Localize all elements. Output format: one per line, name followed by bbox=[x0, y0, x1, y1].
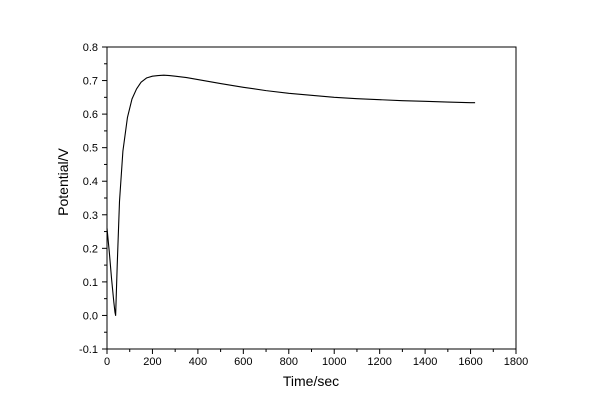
x-tick-label: 400 bbox=[189, 356, 207, 368]
x-axis-ticks bbox=[106, 349, 517, 354]
y-tick-label: 0.5 bbox=[83, 143, 98, 155]
y-tick-label: 0.1 bbox=[83, 277, 98, 289]
x-axis-title: Time/sec bbox=[283, 373, 339, 389]
x-tick-label: 200 bbox=[143, 356, 161, 368]
x-tick-label: 1600 bbox=[458, 356, 482, 368]
y-tick-label: 0.4 bbox=[83, 176, 98, 188]
y-axis-title: Potential/V bbox=[55, 147, 71, 215]
y-tick-label: 0.7 bbox=[83, 76, 98, 88]
y-tick-label: 0.2 bbox=[83, 243, 98, 255]
y-axis-tick-labels: -0.1 0.0 0.1 0.2 0.3 0.4 0.5 0.6 0.7 0.8 bbox=[79, 42, 98, 356]
y-tick-label: 0.0 bbox=[83, 310, 98, 322]
x-axis-tick-labels: 0 200 400 600 800 1000 1200 1400 1600 1800 bbox=[104, 356, 528, 368]
x-tick-label: 1000 bbox=[322, 356, 346, 368]
plot-frame bbox=[106, 46, 517, 350]
y-axis-ticks bbox=[102, 46, 107, 350]
series-layer bbox=[106, 74, 476, 316]
series-line-0 bbox=[106, 74, 476, 316]
y-tick-label: 0.3 bbox=[83, 210, 98, 222]
x-tick-label: 600 bbox=[234, 356, 252, 368]
x-tick-label: 1400 bbox=[413, 356, 437, 368]
x-tick-label: 1800 bbox=[504, 356, 528, 368]
x-tick-label: 1200 bbox=[367, 356, 391, 368]
y-tick-label: 0.8 bbox=[83, 42, 98, 54]
x-tick-label: 800 bbox=[280, 356, 298, 368]
y-tick-label: -0.1 bbox=[79, 344, 98, 356]
y-tick-label: 0.6 bbox=[83, 109, 98, 121]
x-tick-label: 0 bbox=[104, 356, 110, 368]
